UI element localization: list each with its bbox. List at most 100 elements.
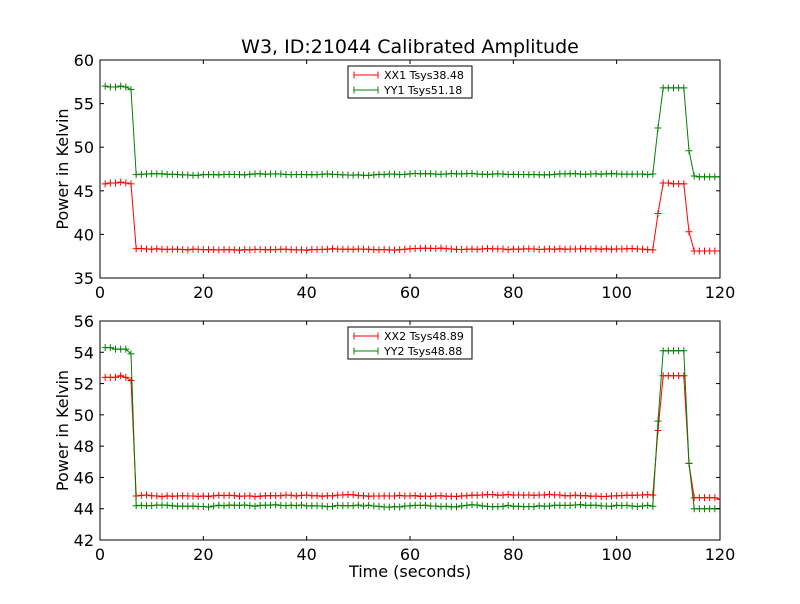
- series-line: [105, 85, 720, 178]
- data-point-marker: [716, 247, 720, 255]
- data-point-marker: [453, 493, 460, 501]
- series-2-2: [101, 344, 720, 513]
- data-point-marker: [453, 503, 460, 511]
- data-point-marker: [530, 503, 538, 511]
- data-point-marker: [571, 491, 579, 499]
- data-point-marker: [246, 502, 254, 510]
- data-point-marker: [329, 492, 336, 500]
- data-point-marker: [349, 491, 357, 499]
- data-point-marker: [277, 492, 285, 500]
- data-point-marker: [473, 501, 481, 509]
- y-tick-label: 42: [74, 531, 94, 550]
- data-point-marker: [391, 492, 398, 500]
- x-tick-label: 60: [400, 283, 420, 302]
- x-tick-label: 40: [296, 283, 316, 302]
- data-point-marker: [246, 246, 254, 254]
- data-point-marker: [127, 86, 135, 94]
- y-tick-label: 54: [74, 343, 94, 362]
- data-point-marker: [571, 170, 579, 178]
- data-point-marker: [303, 491, 311, 499]
- x-tick-label: 80: [503, 283, 523, 302]
- data-point-marker: [365, 501, 373, 509]
- data-point-marker: [442, 502, 450, 510]
- data-point-marker: [664, 179, 672, 187]
- data-point-marker: [680, 372, 688, 380]
- data-point-marker: [287, 491, 295, 499]
- x-tick-label: 120: [705, 283, 736, 302]
- data-point-marker: [504, 490, 512, 498]
- chart-panel-2: 0 20 40 60 80 100 120 42 44 46 48 50 52 54 56 Power in …: [53, 312, 735, 581]
- data-point-marker: [292, 502, 300, 510]
- data-point-marker: [349, 502, 357, 510]
- data-point-marker: [205, 503, 212, 511]
- data-point-marker: [117, 178, 125, 186]
- data-point-marker: [649, 491, 657, 499]
- y-tick-label: 45: [74, 182, 94, 201]
- x-axis-label: Time (seconds): [348, 562, 471, 581]
- legend-marker: [353, 86, 379, 94]
- x-tick-label: 20: [193, 545, 213, 564]
- chart-panel-1: 0 20 40 60 80 100 120 35 40 45 50 55 60 Power in Kelv…: [53, 51, 735, 302]
- data-point-marker: [396, 503, 404, 511]
- data-point-marker: [158, 170, 166, 178]
- y-axis-label: Power in Kelvin: [53, 370, 72, 491]
- data-point-marker: [680, 180, 688, 188]
- y-tick-label: 55: [74, 95, 94, 114]
- data-point-marker: [251, 502, 259, 510]
- series-2-1: [101, 372, 720, 503]
- y-tick-label: 35: [74, 269, 94, 288]
- data-point-marker: [380, 171, 388, 179]
- x-tick-label: 0: [95, 283, 105, 302]
- data-point-marker: [184, 246, 192, 254]
- data-point-marker: [375, 502, 383, 510]
- y-tick-label: 60: [74, 51, 94, 70]
- data-point-marker: [644, 171, 652, 179]
- data-point-marker: [272, 501, 280, 509]
- data-point-marker: [504, 246, 512, 254]
- chart-title: W3, ID:21044 Calibrated Amplitude: [241, 36, 579, 58]
- legend-label: XX1 Tsys38.48: [384, 69, 464, 82]
- data-point-marker: [122, 179, 130, 187]
- legend-box: [347, 326, 473, 360]
- data-point-marker: [112, 373, 119, 381]
- x-tick-label: 100: [601, 283, 632, 302]
- data-point-marker: [122, 83, 130, 91]
- data-point-marker: [654, 209, 662, 217]
- data-point-marker: [432, 502, 440, 510]
- x-tick-label: 100: [601, 545, 632, 564]
- data-point-marker: [602, 245, 610, 253]
- data-point-marker: [680, 347, 688, 355]
- data-point-marker: [654, 124, 662, 132]
- data-point-marker: [685, 228, 693, 236]
- legend-label: YY2 Tsys48.88: [383, 345, 462, 358]
- y-tick-label: 56: [74, 312, 94, 331]
- data-point-marker: [220, 502, 228, 510]
- series-line: [105, 347, 720, 510]
- y-tick-label: 40: [74, 225, 94, 244]
- data-point-marker: [556, 245, 564, 253]
- data-point-marker: [680, 84, 688, 92]
- data-point-marker: [122, 345, 130, 353]
- data-point-marker: [210, 492, 218, 500]
- data-point-marker: [504, 501, 512, 509]
- data-point-marker: [463, 501, 471, 509]
- x-tick-label: 40: [296, 545, 316, 564]
- legend-marker: [353, 332, 379, 340]
- y-tick-label: 46: [74, 468, 94, 487]
- legend: XX1 Tsys38.48 YY1 Tsys51.18: [347, 65, 473, 99]
- data-point-marker: [685, 147, 693, 155]
- data-point-marker: [112, 83, 119, 91]
- data-point-marker: [716, 173, 720, 181]
- y-tick-label: 44: [74, 500, 94, 519]
- data-point-marker: [592, 245, 600, 253]
- y-tick-label: 52: [74, 375, 94, 394]
- data-point-marker: [277, 170, 285, 178]
- y-axis-label: Power in Kelvin: [53, 108, 72, 229]
- series-1-2: [101, 82, 720, 181]
- data-point-marker: [396, 491, 404, 499]
- data-point-marker: [716, 495, 720, 503]
- data-point-marker: [442, 170, 450, 178]
- data-point-marker: [639, 170, 646, 178]
- data-point-marker: [608, 502, 615, 510]
